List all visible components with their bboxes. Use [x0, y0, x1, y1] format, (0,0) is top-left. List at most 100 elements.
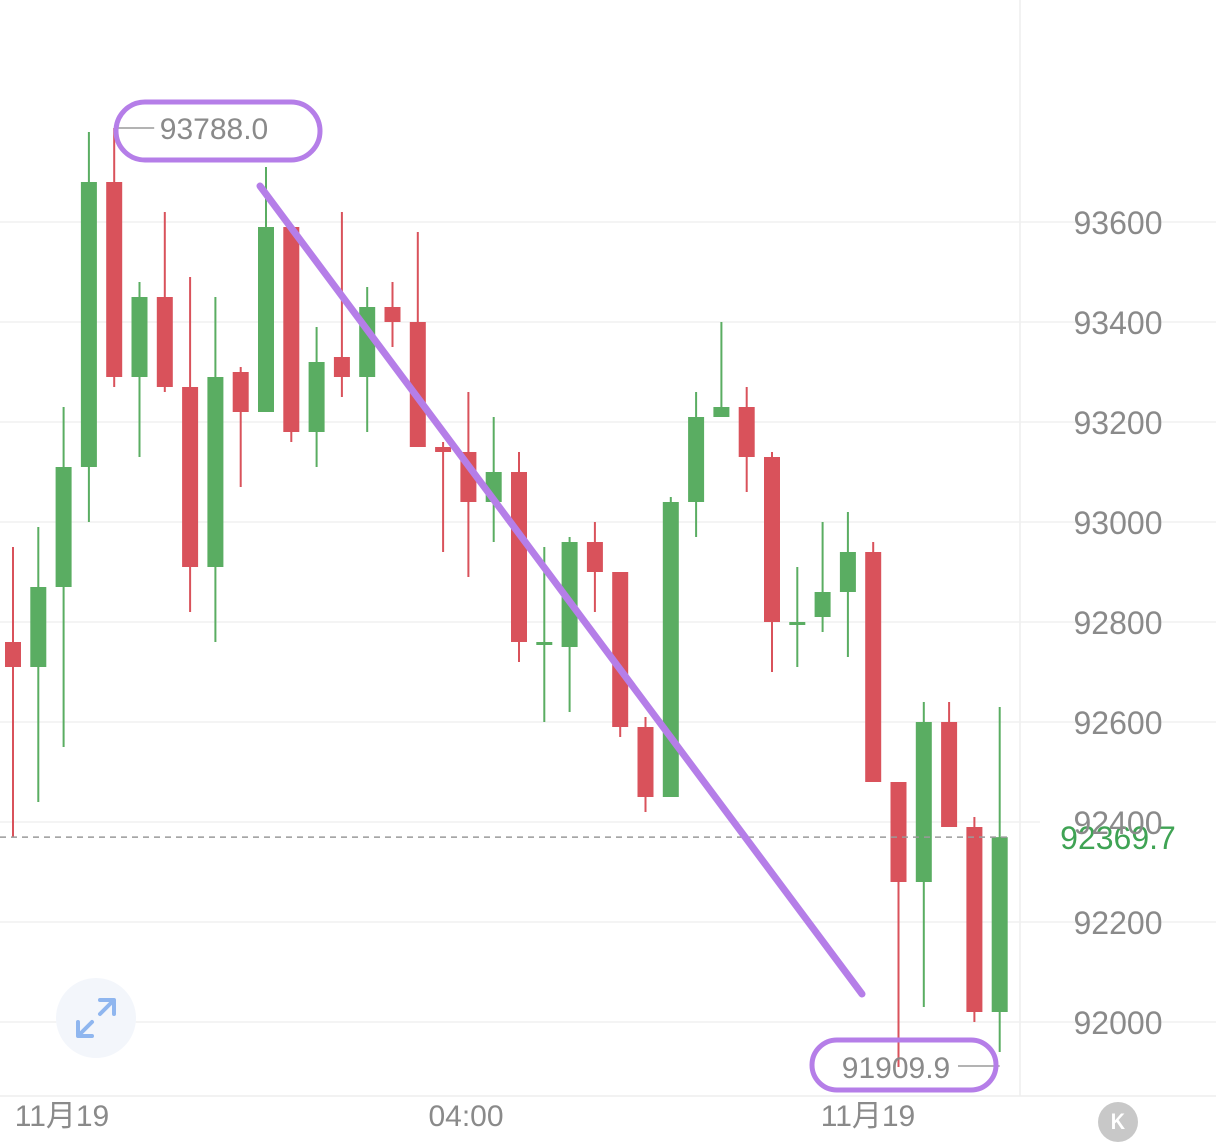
candle-body	[789, 622, 806, 625]
y-tick-label: 92800	[1074, 605, 1163, 641]
candle-body	[561, 542, 578, 647]
candle-up	[55, 407, 72, 747]
candle-down	[637, 717, 654, 812]
annotations: 93788.0 91909.9	[113, 99, 1000, 1093]
candle-up	[662, 497, 679, 797]
x-tick-label: 11月19	[821, 1100, 916, 1133]
candle-body	[662, 502, 679, 797]
x-tick-label: 04:00	[428, 1100, 503, 1133]
candle-up	[561, 537, 578, 712]
candle-down	[890, 782, 907, 1068]
expand-fullscreen-button[interactable]	[56, 978, 136, 1058]
candle-body	[713, 407, 730, 417]
candle-body	[814, 592, 831, 617]
candle-body	[536, 642, 553, 645]
candle-body	[966, 827, 983, 1012]
candle-up	[359, 287, 376, 432]
candle-up	[485, 417, 502, 542]
candle-down	[586, 522, 603, 612]
current-price-line: 92369.7	[0, 813, 1216, 862]
expand-arrows-icon	[76, 998, 116, 1038]
candle-down	[460, 392, 477, 577]
y-tick-label: 93400	[1074, 305, 1163, 341]
candle-body	[612, 572, 629, 727]
candle-down	[333, 212, 350, 397]
candle-body	[865, 552, 882, 782]
k-logo-icon[interactable]: K	[1098, 1102, 1138, 1142]
candle-body	[207, 377, 224, 567]
candle-down	[764, 452, 780, 672]
candle-body	[232, 372, 249, 412]
candle-down	[106, 128, 123, 387]
candle-body	[283, 227, 300, 432]
x-axis: 11月19 04:00 11月19	[15, 1100, 916, 1133]
candle-down	[941, 702, 958, 827]
candle-up	[30, 527, 47, 802]
candle-body	[5, 642, 21, 667]
candle-body	[941, 722, 958, 827]
candle-body	[308, 362, 325, 432]
candle-up	[131, 282, 148, 457]
y-tick-label: 93200	[1074, 405, 1163, 441]
low-price-label: 91909.9	[842, 1052, 950, 1085]
low-highlight-oval	[809, 1037, 999, 1093]
y-tick-label: 92000	[1074, 1005, 1163, 1041]
candle-up	[536, 547, 553, 722]
candle-body	[839, 552, 856, 592]
candle-body	[764, 457, 780, 622]
candle-body	[333, 357, 350, 377]
candle-body	[106, 182, 123, 377]
y-tick-label: 92200	[1074, 905, 1163, 941]
candle-body	[182, 387, 199, 567]
candle-body	[55, 467, 72, 587]
candle-up	[839, 512, 856, 657]
candle-body	[586, 542, 603, 572]
candle-body	[30, 587, 47, 667]
candle-body	[915, 722, 932, 882]
grid-lines	[0, 0, 1216, 1097]
candle-down	[966, 817, 983, 1022]
candle-body	[258, 227, 274, 412]
candle-up	[258, 167, 274, 412]
y-axis: 92000 92200 92400 92600 92800 93000 93200 93400…	[1074, 205, 1163, 1041]
candle-down	[409, 232, 426, 447]
candle-down	[5, 547, 21, 837]
y-tick-label: 93600	[1074, 205, 1163, 241]
candle-up	[814, 522, 831, 632]
candle-up	[789, 567, 806, 667]
candle-down	[156, 212, 173, 392]
candle-down	[738, 387, 755, 492]
candle-down	[283, 227, 300, 442]
high-price-label: 93788.0	[160, 113, 268, 146]
candle-body	[80, 182, 97, 467]
candle-down	[511, 452, 527, 662]
candle-body	[637, 727, 654, 797]
y-tick-label: 92600	[1074, 705, 1163, 741]
high-highlight-oval	[113, 99, 323, 163]
candle-up	[915, 702, 932, 1007]
candle-body	[890, 782, 907, 882]
current-price-label-bg	[1040, 813, 1216, 862]
candle-down	[182, 277, 199, 612]
candle-down	[232, 367, 249, 487]
candle-body	[738, 407, 755, 457]
candle-body	[511, 472, 527, 642]
candle-body	[991, 837, 1008, 1012]
trend-line	[256, 182, 866, 998]
candle-down	[435, 442, 452, 552]
x-tick-label: 11月19	[15, 1100, 110, 1133]
current-price-label: 92369.7	[1060, 820, 1176, 856]
candle-up	[308, 327, 325, 467]
candles	[5, 128, 1008, 1068]
candle-body	[688, 417, 705, 502]
candle-body	[131, 297, 148, 377]
y-tick-label: 93000	[1074, 505, 1163, 541]
candle-body	[384, 307, 401, 322]
candle-up	[80, 132, 97, 522]
candle-body	[435, 447, 452, 452]
candle-down	[384, 282, 401, 347]
candle-up	[713, 322, 730, 417]
candle-body	[409, 322, 426, 447]
y-tick-label: 92400	[1074, 805, 1163, 841]
